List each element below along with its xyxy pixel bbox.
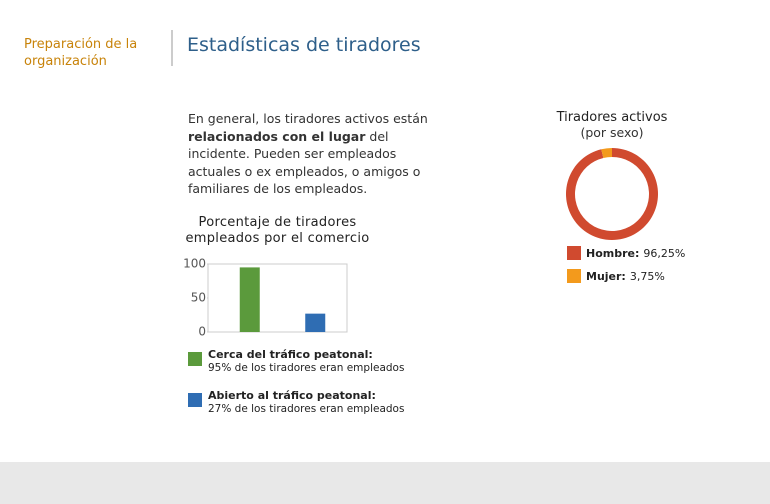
legend-swatch [567,246,581,260]
donut-slice [601,148,612,159]
intro-text: En general, los tiradores activos están … [188,110,446,198]
value-label: 96,25% [643,247,685,260]
legend-entry: Mujer: 3,75% [586,270,665,283]
bar [239,267,260,332]
legend-name: Hombre: [586,247,639,260]
footer-band [0,462,770,504]
bar [305,313,326,332]
intro-part: En general, los tiradores activos están [188,111,428,126]
pie-title: Tiradores activos [556,110,668,125]
legend-swatch [188,393,202,407]
legend-name: Cerca del tráfico peatonal: [208,348,373,361]
intro-bold: relacionados con el lugar [188,128,366,144]
pie-subtitle: (por sexo) [580,125,644,140]
legend-name: Abierto al tráfico peatonal: [208,389,376,402]
donut-slice [566,148,659,241]
value-label: 3,75% [630,270,665,283]
legend-description: 27% de los tiradores eran empleados [208,403,404,415]
y-tick-label: 100 [183,257,206,271]
legend-name: Mujer: [586,270,626,283]
plot-frame [207,263,348,333]
legend-entry: Hombre: 96,25% [586,247,685,260]
intro-part: del incidente. Pueden ser empleados actu… [188,128,421,197]
legend-swatch [567,269,581,283]
section-title: Preparación de la organización [24,37,138,69]
bar-chart-title: Porcentaje de tiradores empleados por el… [185,215,370,246]
legend-swatch [188,352,202,366]
page-title: Estadísticas de tiradores [187,34,421,56]
legend-description: 95% de los tiradores eran empleados [208,362,404,374]
y-tick-label: 50 [191,291,206,305]
y-tick-label: 0 [198,325,206,339]
